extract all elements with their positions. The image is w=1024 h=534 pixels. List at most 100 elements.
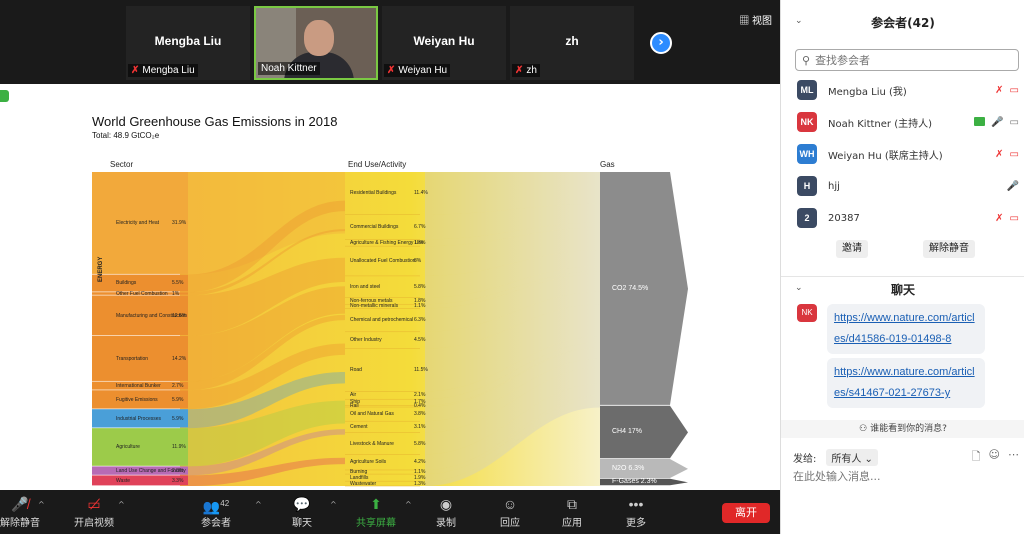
unmute-all-button[interactable]: 解除静音 (923, 240, 975, 258)
more-icon[interactable]: ⋯ (1008, 447, 1019, 461)
more-button[interactable]: ••• 更多 (606, 494, 666, 529)
end-use-value: 1.1% (414, 303, 426, 310)
sankey-flow (425, 395, 600, 475)
video-options-chevron-icon[interactable]: ^ (118, 500, 125, 509)
sector-bar (92, 466, 188, 475)
participant-row[interactable]: 2 20387 ✗ ▭ (797, 207, 1019, 229)
sankey-flow (188, 314, 345, 391)
sankey-sector-bars (92, 172, 188, 486)
video-on-icon[interactable]: ▭ (1009, 116, 1019, 128)
more-icon: ••• (628, 496, 644, 512)
video-off-icon[interactable]: ▭ (1009, 148, 1019, 160)
end-use-value: 8% (414, 258, 422, 265)
chat-message-input[interactable] (793, 470, 1013, 483)
side-panel: ⌄ 参会者(42) ⚲ ML Mengba Liu (我) ✗▭ NK Noah… (780, 0, 1024, 534)
mic-on-icon[interactable]: 🎤 (991, 116, 1004, 128)
sector-value: 5.5% (172, 280, 184, 287)
video-tile-mengba[interactable]: Mengba Liu ✗ Mengba Liu (126, 6, 250, 80)
participant-status: ✗ ▭ (995, 149, 1019, 160)
end-use-label: Residential Buildings (350, 190, 397, 197)
apps-button[interactable]: ⧉ 应用 (542, 494, 602, 529)
sankey-flow (425, 403, 600, 486)
participant-name: Weiyan Hu (联席主持人) (828, 150, 943, 162)
share-options-chevron-icon[interactable]: ^ (405, 500, 412, 509)
gas-label: CH4 17% (612, 428, 642, 436)
participants-button[interactable]: 👥42 参会者 (186, 494, 246, 529)
who-can-see-link[interactable]: ⚇ 谁能看到你的消息? (781, 420, 1024, 438)
chat-message-link[interactable]: https://www.nature.com/articles/s41467-0… (827, 358, 985, 408)
video-person-face (304, 20, 334, 56)
mic-muted-icon: ✗ (515, 65, 524, 76)
mic-muted-icon[interactable]: ✗ (995, 148, 1004, 160)
video-off-icon[interactable]: ▭ (1009, 84, 1019, 96)
sankey-background (180, 172, 600, 487)
file-icon[interactable]: 🗋 (971, 449, 981, 463)
participant-search-input[interactable] (815, 53, 1006, 67)
mic-muted-icon[interactable]: ✗ (995, 84, 1004, 96)
video-tile-noah[interactable]: Noah Kittner (254, 6, 378, 80)
sankey-flow (425, 367, 600, 455)
participant-name: Mengba Liu (我) (828, 86, 907, 98)
column-header-sector: Sector (110, 160, 134, 169)
end-use-value: 1.9% (414, 474, 426, 481)
invite-button[interactable]: 邀请 (836, 240, 868, 258)
record-button[interactable]: ◉ 录制 (416, 494, 476, 529)
end-use-value: 2.1% (414, 392, 426, 399)
video-tile-weiyan[interactable]: Weiyan Hu ✗ Weiyan Hu (382, 6, 506, 80)
chat-messages: NK https://www.nature.com/articles/d4158… (781, 300, 1024, 422)
sector-bar (92, 335, 188, 381)
share-indicator-icon[interactable] (0, 90, 9, 102)
next-page-icon[interactable]: › (650, 32, 672, 54)
reactions-label: 回应 (500, 518, 520, 529)
share-screen-label: 共享屏幕 (356, 518, 396, 529)
collapse-chevron-icon[interactable]: ⌄ (795, 283, 803, 293)
sector-bar (92, 409, 188, 428)
participant-row[interactable]: ML Mengba Liu (我) ✗ ▭ (797, 79, 1019, 101)
share-screen-icon: ⬆ (370, 496, 382, 512)
more-label: 更多 (626, 518, 646, 529)
tile-display-name: zh (565, 34, 579, 48)
view-button[interactable]: ▦ 视图 (739, 16, 772, 27)
start-video-button[interactable]: ▭̸ 开启视频 (64, 494, 124, 529)
slide-title: World Greenhouse Gas Emissions in 2018 (92, 114, 338, 129)
end-use-value: 3.1% (414, 423, 426, 430)
participants-options-chevron-icon[interactable]: ^ (255, 500, 262, 509)
audio-options-chevron-icon[interactable]: ^ (38, 500, 45, 509)
tile-name-tag: ✗ zh (512, 64, 540, 77)
sankey-flow (188, 457, 345, 486)
sector-value: 31.9% (172, 220, 187, 227)
end-use-value: 3.8% (414, 411, 426, 418)
chat-options-chevron-icon[interactable]: ^ (330, 500, 337, 509)
chat-button[interactable]: 💬 聊天 (272, 494, 332, 529)
participant-row[interactable]: H hjj 🎤 (797, 175, 1019, 197)
collapse-chevron-icon[interactable]: ⌄ (795, 16, 803, 26)
video-off-icon[interactable]: ▭ (1009, 212, 1019, 224)
meeting-toolbar: 🎤̸ 解除静音 ^ ▭̸ 开启视频 ^ 👥42 参会者 ^ 💬 聊天 ^ ⬆ 共… (0, 490, 780, 534)
sector-label: Agriculture (116, 444, 140, 451)
sankey-flow (425, 342, 600, 406)
send-to-select[interactable]: 所有人 ⌄ (826, 448, 878, 466)
mic-muted-icon[interactable]: ✗ (995, 212, 1004, 224)
leave-button[interactable]: 离开 (722, 503, 770, 523)
unmute-button[interactable]: 🎤̸ 解除静音 (0, 494, 50, 529)
gas-label: N2O 6.3% (612, 464, 645, 472)
avatar: H (797, 176, 817, 196)
share-screen-button[interactable]: ⬆ 共享屏幕 (346, 494, 406, 529)
participant-row[interactable]: NK Noah Kittner (主持人) 🎤 ▭ (797, 111, 1019, 133)
sector-value: 1% (172, 290, 180, 297)
participant-row[interactable]: WH Weiyan Hu (联席主持人) ✗ ▭ (797, 143, 1019, 165)
sector-bar (92, 428, 188, 466)
end-use-label: Oil and Natural Gas (350, 411, 394, 418)
sankey-flow (425, 358, 600, 433)
energy-group-label: ENERGY (98, 256, 104, 282)
end-use-value: 4.2% (414, 459, 426, 466)
video-tile-zh[interactable]: zh ✗ zh (510, 6, 634, 80)
sector-value: 11.9% (172, 444, 186, 451)
tile-name-label: zh (526, 65, 537, 76)
emoji-icon[interactable]: ☺ (988, 447, 1000, 461)
reactions-button[interactable]: ☺ 回应 (480, 494, 540, 529)
chat-message-link[interactable]: https://www.nature.com/articles/d41586-0… (827, 304, 985, 354)
mic-on-icon[interactable]: 🎤 (1006, 180, 1019, 192)
column-header-end-use: End Use/Activity (348, 160, 407, 169)
sector-label: Buildings (116, 280, 137, 287)
